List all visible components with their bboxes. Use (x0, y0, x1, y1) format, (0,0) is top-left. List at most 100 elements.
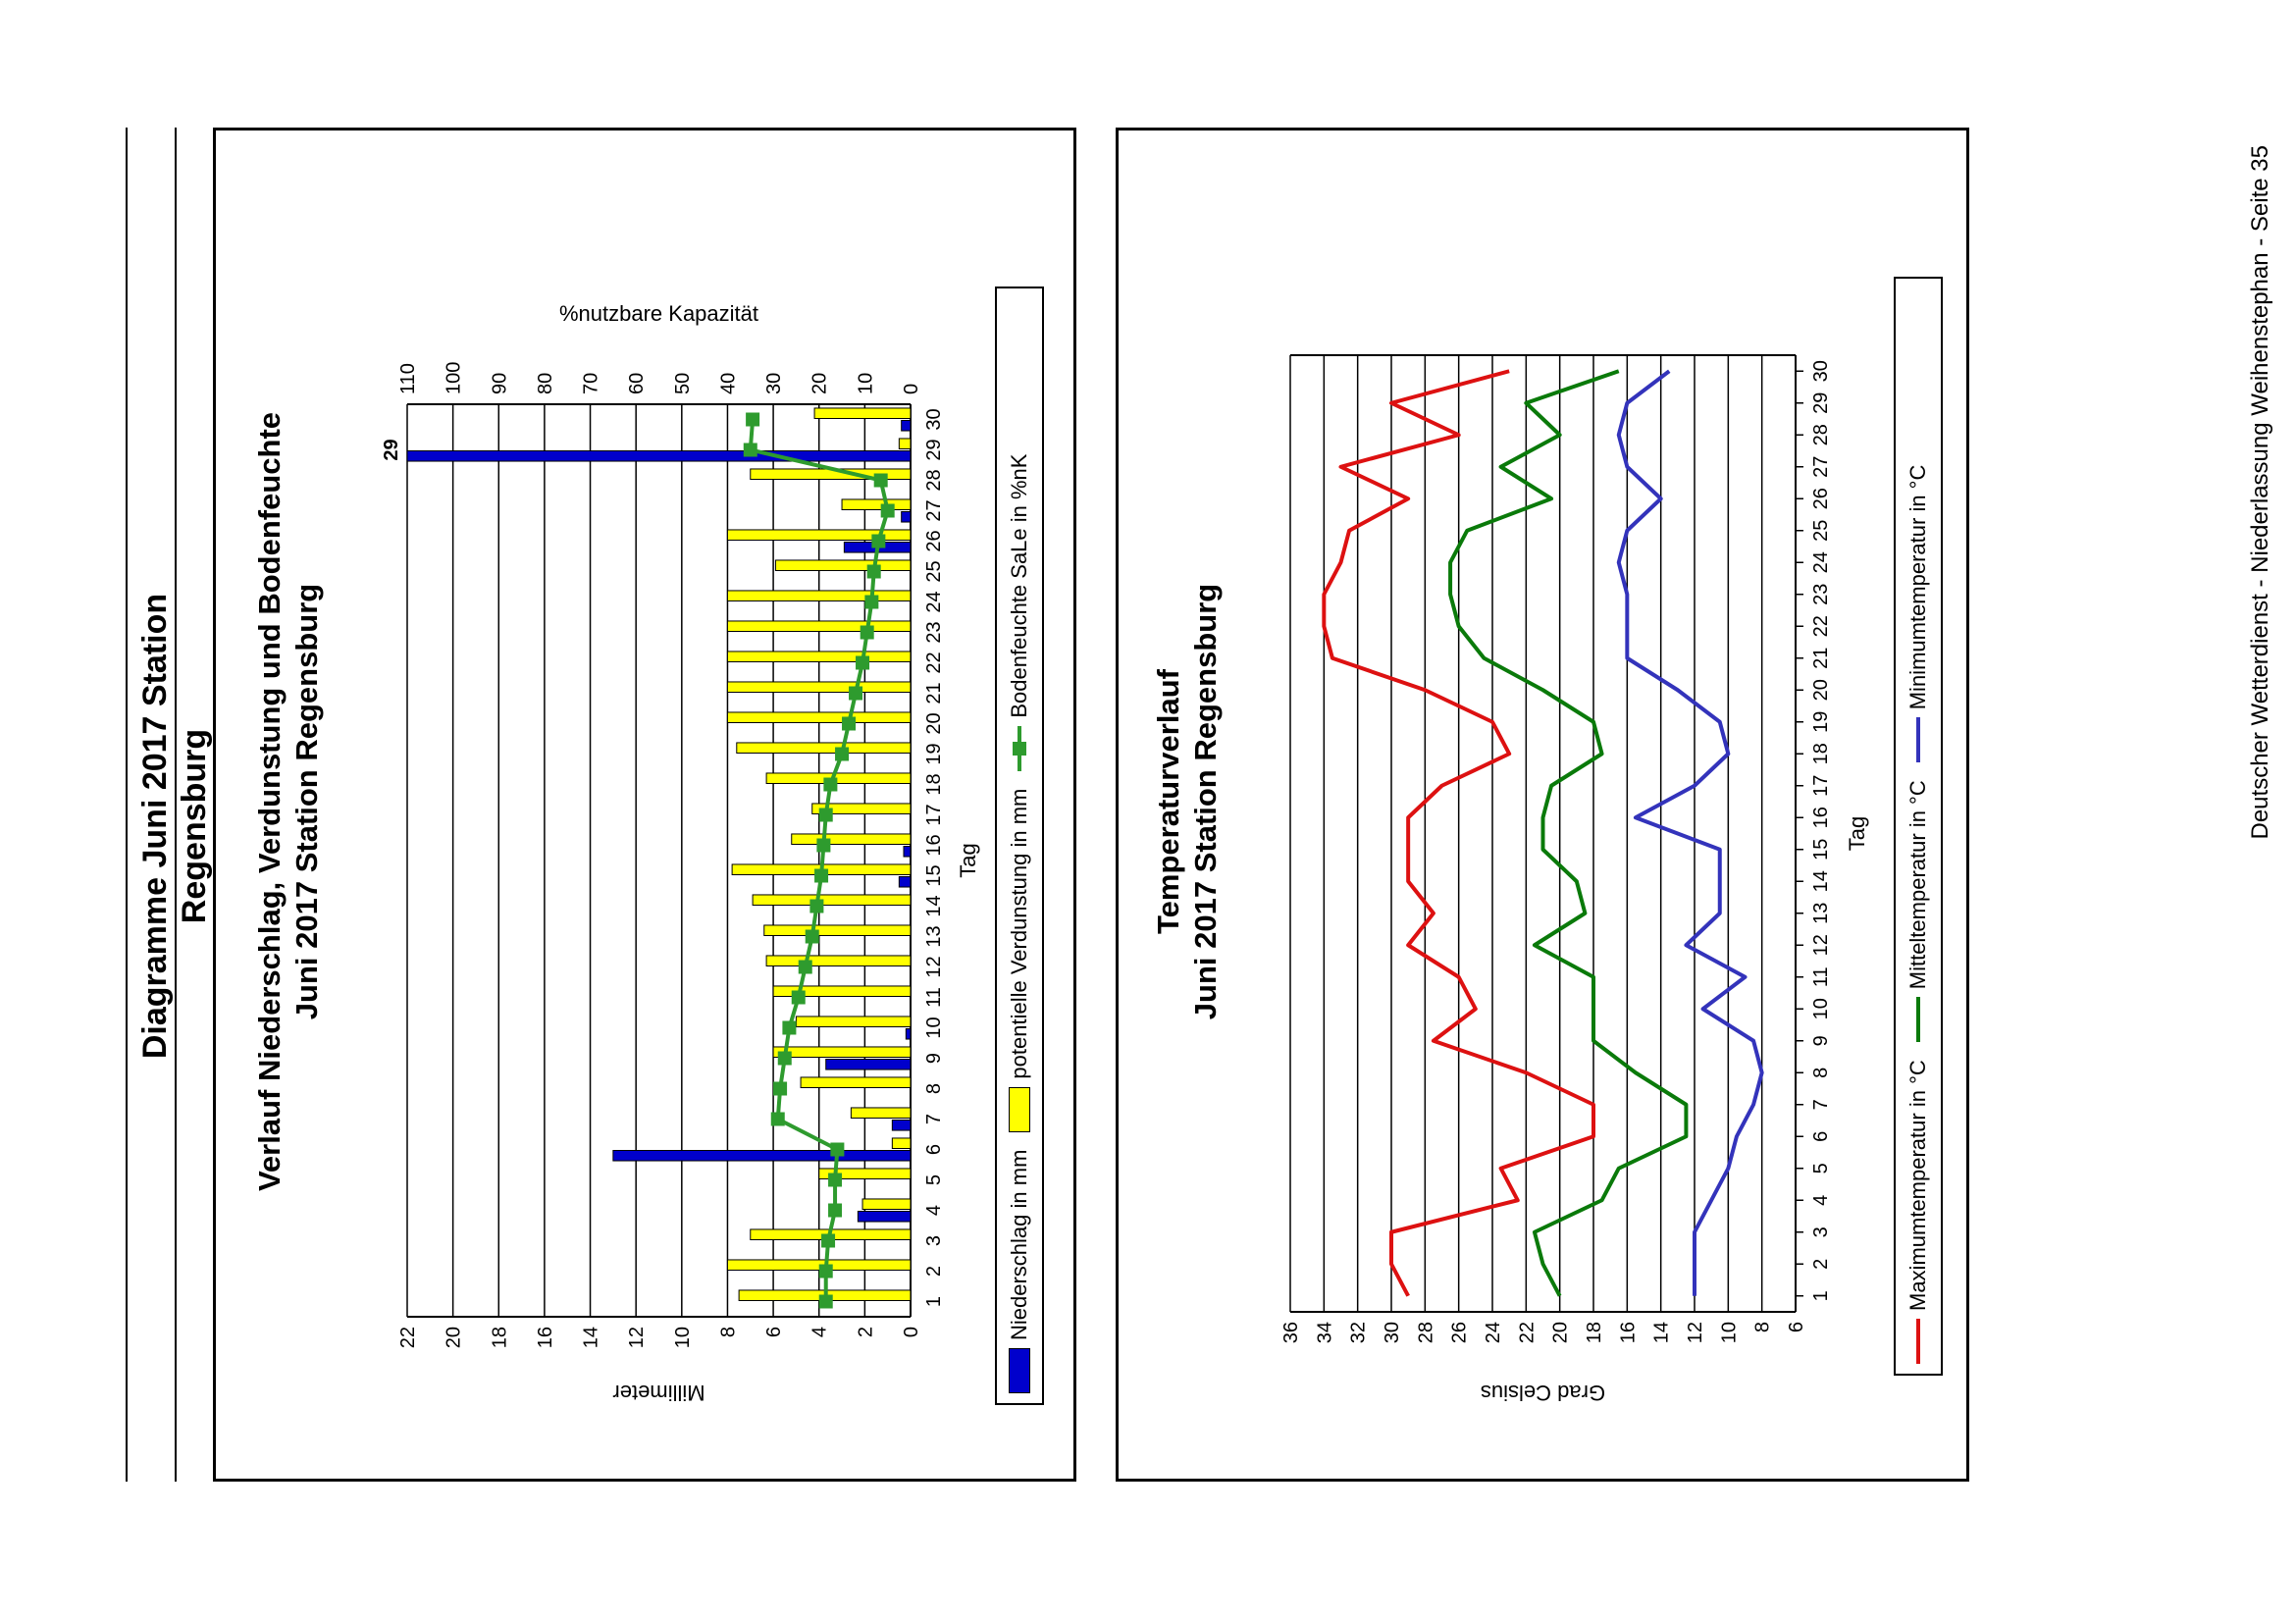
evap-bar (841, 498, 912, 510)
soil-moisture-point (814, 868, 829, 883)
x-tick-label: 11 (1810, 966, 1832, 987)
x-tick-label: 14 (1810, 870, 1832, 892)
x-tick-label: 10 (923, 1017, 945, 1038)
y-tick-label: 30 (1382, 1322, 1403, 1343)
evap-bar (850, 1107, 912, 1119)
precip-bar (903, 845, 912, 858)
x-tick-label: 3 (923, 1235, 945, 1246)
x-tick-label: 29 (1810, 392, 1832, 414)
y2-tick-label: 100 (444, 362, 465, 394)
temperature-chart-svg: 6810121416182022242628303234361234567891… (1280, 354, 1869, 1405)
x-tick-label: 22 (923, 652, 945, 673)
soil-moisture-point (816, 838, 831, 853)
precip-bar (901, 510, 912, 523)
evap-bar (765, 955, 912, 966)
x-tick-label: 15 (1810, 839, 1832, 861)
evap-bar (772, 1046, 912, 1058)
x-tick-label: 19 (1810, 711, 1832, 733)
y-tick-label: 32 (1348, 1322, 1370, 1343)
x-tick-label: 4 (923, 1205, 945, 1216)
y-tick-label: 26 (1449, 1322, 1471, 1343)
x-tick-label: 21 (1810, 648, 1832, 669)
y2-tick-label: 50 (672, 373, 694, 394)
x-tick-label: 24 (1810, 551, 1832, 573)
x-tick-label: 1 (923, 1296, 945, 1307)
y-tick-label: 12 (1685, 1322, 1706, 1343)
tmin-line (1616, 369, 1764, 1296)
legend-label-precip: Niederschlag in mm (1007, 1149, 1031, 1340)
x-tick-label: 23 (1810, 584, 1832, 605)
x-tick-label: 2 (1810, 1259, 1832, 1270)
evap-bar (726, 590, 912, 601)
precip-chart-legend: Niederschlag in mm potentielle Verdunstu… (995, 287, 1044, 1405)
y2-tick-label: 10 (855, 373, 876, 394)
x-tick-label: 8 (1810, 1068, 1832, 1078)
evap-bar (763, 924, 912, 936)
evap-bar (726, 529, 912, 541)
tmax-line (1322, 369, 1595, 1297)
y-tick-label: 24 (1483, 1322, 1504, 1343)
y2-tick-label: 0 (901, 384, 922, 394)
y-tick-label: 16 (1617, 1322, 1639, 1343)
x-tick-label: 27 (923, 499, 945, 521)
soil-moisture-point (743, 443, 757, 457)
y-tick-label: 36 (1280, 1322, 1302, 1343)
precip-bar (905, 1028, 912, 1040)
evap-bar (752, 894, 912, 906)
soil-moisture-point (798, 960, 812, 974)
precip-chart-svg: 0246810121416182022010203040506070809010… (381, 301, 980, 1405)
soil-moisture-point (746, 412, 760, 427)
legend-item-evap: potentielle Verdunstung in mm (1007, 789, 1032, 1132)
legend-swatch-evap (1009, 1086, 1030, 1132)
x-tick-label: 2 (923, 1266, 945, 1277)
soil-moisture-point (856, 655, 870, 670)
tmean-line (1448, 369, 1689, 1297)
soil-moisture-point (864, 595, 879, 609)
x-tick-label: 24 (923, 591, 945, 612)
evap-bar (726, 651, 912, 662)
x-tick-label: 13 (923, 925, 945, 947)
y-tick-label: 4 (809, 1327, 831, 1337)
x-axis-label: Tag (1845, 816, 1869, 851)
y-tick-label: 20 (444, 1327, 465, 1348)
y2-tick-label: 40 (717, 373, 739, 394)
x-tick-label: 16 (923, 834, 945, 856)
x-tick-label: 8 (923, 1083, 945, 1094)
soil-moisture-point (866, 564, 881, 579)
y-tick-label: 12 (626, 1327, 648, 1348)
evap-bar (791, 833, 912, 845)
y2-tick-label: 80 (535, 373, 556, 394)
precip-bar (891, 1120, 912, 1131)
soil-moisture-point (818, 808, 833, 822)
legend-item-soil: Bodenfeuchte SaLe in %nK (1007, 454, 1032, 771)
title-rule-bottom (175, 128, 177, 1482)
evap-bar (898, 438, 912, 449)
x-tick-label: 26 (1810, 488, 1832, 509)
evap-bar (774, 559, 912, 571)
soil-moisture-point (773, 1081, 788, 1096)
x-tick-label: 19 (923, 743, 945, 764)
y2-tick-label: 110 (397, 363, 419, 394)
evap-bar (800, 1076, 912, 1088)
x-tick-label: 18 (923, 773, 945, 795)
soil-moisture-point (805, 929, 819, 944)
legend-label-tmin: Minimumtemperatur in °C (1905, 464, 1930, 710)
precip-bar (406, 450, 912, 462)
soil-moisture-point (849, 686, 863, 701)
y2-tick-label: 20 (809, 373, 831, 394)
evap-bar (726, 681, 912, 693)
legend-item-tmean: Mitteltemperatur in °C (1905, 780, 1931, 1043)
y-tick-label: 20 (1550, 1322, 1572, 1343)
soil-moisture-point (873, 473, 888, 488)
x-tick-label: 12 (923, 956, 945, 977)
x-tick-label: 20 (1810, 679, 1832, 701)
y-tick-label: 18 (489, 1327, 510, 1348)
soil-moisture-point (770, 1112, 785, 1126)
y2-tick-label: 70 (581, 373, 602, 394)
y-tick-label: 8 (1752, 1322, 1774, 1332)
x-tick-label: 18 (1810, 743, 1832, 764)
soil-moisture-point (828, 1203, 843, 1218)
legend-label-tmean: Mitteltemperatur in °C (1905, 780, 1930, 990)
x-tick-label: 1 (1810, 1290, 1832, 1301)
y-tick-label: 18 (1584, 1322, 1605, 1343)
